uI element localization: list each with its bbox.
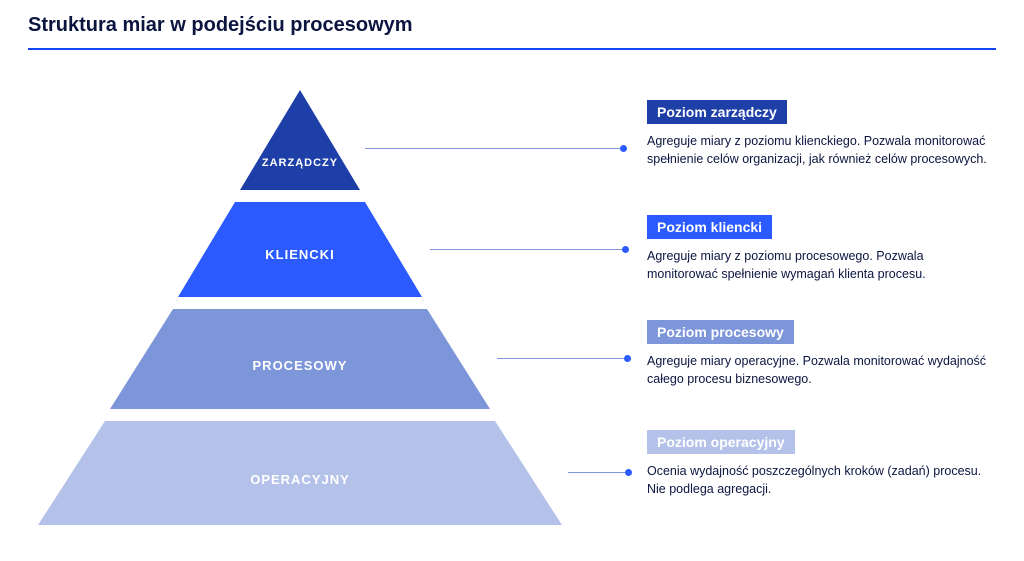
tier-label: OPERACYJNY [250, 460, 350, 487]
tier-label: ZARZĄDCZY [262, 112, 338, 169]
block-heading: Poziom zarządczy [647, 100, 787, 124]
block-kliencki: Poziom kliencki Agreguje miary z poziomu… [647, 215, 997, 283]
block-heading: Poziom operacyjny [647, 430, 795, 454]
block-zarzadczy: Poziom zarządczy Agreguje miary z poziom… [647, 100, 997, 168]
page-title: Struktura miar w podejściu procesowym [28, 14, 413, 37]
pyramid: ZARZĄDCZY KLIENCKI PROCESOWY OPERACYJNY [30, 90, 570, 525]
connector-4 [568, 472, 628, 473]
block-desc: Agreguje miary operacyjne. Pozwala monit… [647, 352, 987, 388]
connector-2 [430, 249, 625, 250]
tier-zarzadczy: ZARZĄDCZY [30, 90, 570, 190]
block-desc: Agreguje miary z poziomu klienckiego. Po… [647, 132, 987, 168]
block-heading: Poziom kliencki [647, 215, 772, 239]
connector-1 [365, 148, 623, 149]
block-desc: Ocenia wydajność poszczególnych kroków (… [647, 462, 987, 498]
tier-label: PROCESOWY [253, 346, 348, 373]
tier-procesowy: PROCESOWY [30, 309, 570, 409]
block-desc: Agreguje miary z poziomu procesowego. Po… [647, 247, 987, 283]
tier-operacyjny: OPERACYJNY [30, 421, 570, 525]
block-heading: Poziom procesowy [647, 320, 794, 344]
tier-label: KLIENCKI [265, 237, 334, 262]
block-procesowy: Poziom procesowy Agreguje miary operacyj… [647, 320, 997, 388]
block-operacyjny: Poziom operacyjny Ocenia wydajność poszc… [647, 430, 997, 498]
title-underline [28, 48, 996, 50]
connector-3 [497, 358, 627, 359]
